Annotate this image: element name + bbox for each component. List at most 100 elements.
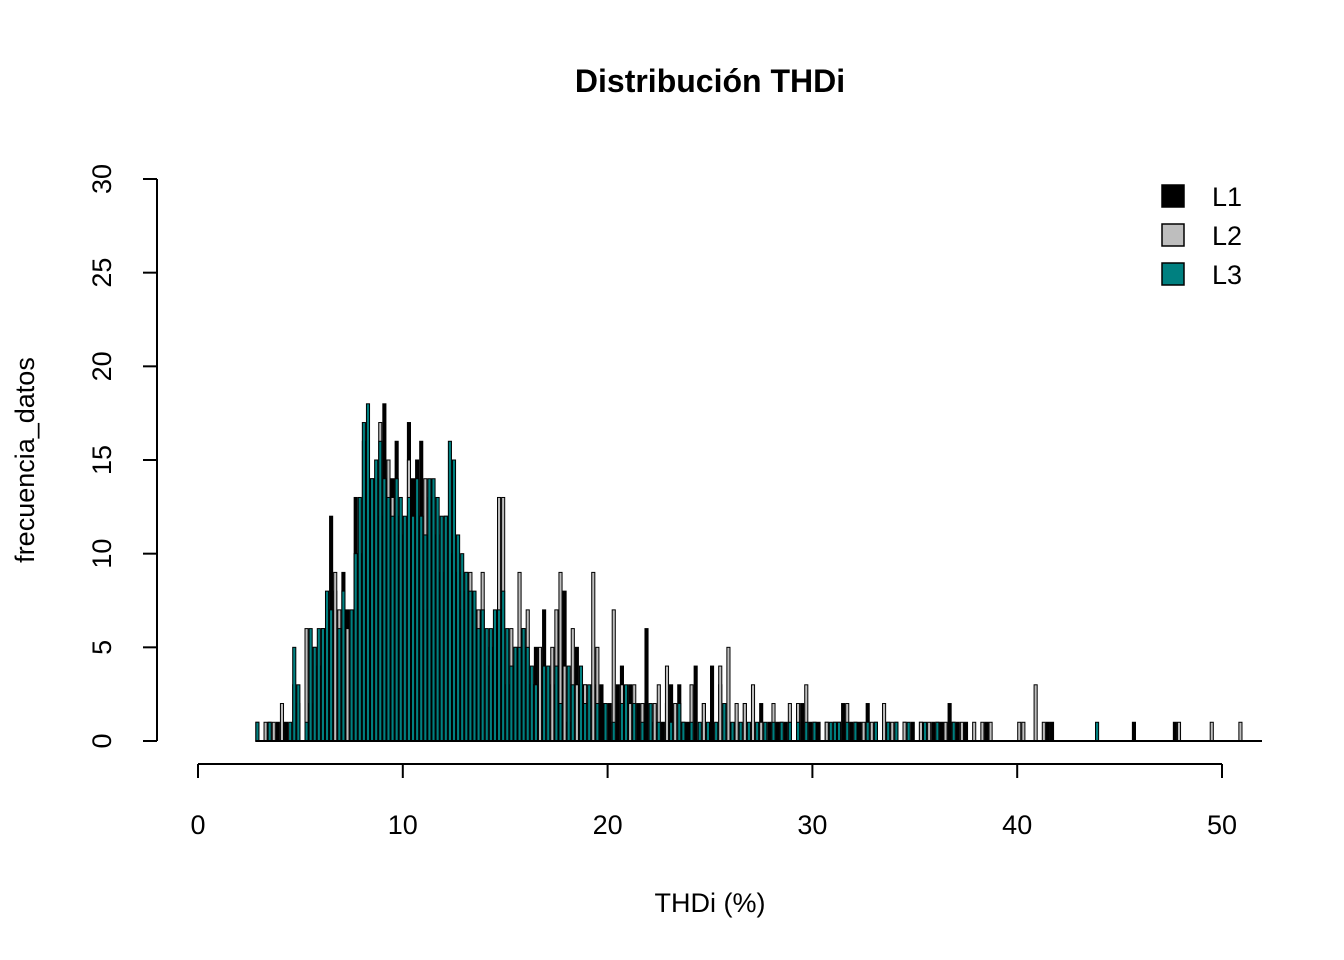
bar-l3-102 <box>853 721 858 742</box>
bar-l3-29 <box>406 496 411 742</box>
bar-l3-0 <box>255 721 260 742</box>
bar-l3-36 <box>435 496 440 742</box>
bar-l1-79 <box>849 721 854 742</box>
bars-group <box>255 403 1262 742</box>
bar-l3-43 <box>464 571 469 742</box>
bar-l2-93 <box>1041 721 1046 742</box>
bar-l3-65 <box>566 665 571 742</box>
bar-l3-56 <box>517 646 522 742</box>
bar-l3-26 <box>394 478 399 742</box>
bar-l1-91 <box>955 721 960 742</box>
bar-l3-71 <box>603 703 608 742</box>
bar-l2-50 <box>628 703 633 742</box>
bar-l1-73 <box>800 703 805 742</box>
bar-l3-58 <box>525 646 530 742</box>
bar-l2-77 <box>869 721 874 742</box>
bar-l3-14 <box>341 590 346 742</box>
bar-l2-94 <box>1176 721 1182 742</box>
bar-l3-88 <box>738 721 743 742</box>
bar-l3-9 <box>316 628 321 742</box>
bar-l1-86 <box>910 721 915 742</box>
y-tick-label: 20 <box>87 351 117 381</box>
bar-l1-92 <box>963 721 969 742</box>
x-axis-label: THDi (%) <box>655 888 766 918</box>
bar-l3-44 <box>468 590 473 742</box>
bar-l3-8 <box>312 646 317 742</box>
bar-l3-20 <box>370 478 375 742</box>
bar-l1-1 <box>275 721 280 742</box>
bar-l3-2 <box>267 721 272 742</box>
bar-l2-65 <box>759 721 764 742</box>
bar-l2-82 <box>927 721 932 742</box>
bar-l2-62 <box>734 703 739 742</box>
bar-l3-3 <box>288 721 293 742</box>
bar-l3-54 <box>509 665 514 742</box>
bar-l2-81 <box>918 721 924 742</box>
bar-l2-86 <box>959 721 964 742</box>
bar-l2-63 <box>742 703 747 742</box>
bar-l3-40 <box>451 459 457 742</box>
bar-l3-32 <box>419 515 424 742</box>
bar-l3-108 <box>922 721 928 742</box>
y-tick-label: 15 <box>87 445 117 475</box>
bar-l3-103 <box>865 721 870 742</box>
legend-swatch-l1 <box>1161 184 1185 208</box>
bar-l3-93 <box>779 721 784 742</box>
bar-l2-84 <box>943 721 948 742</box>
bar-l3-84 <box>705 721 711 742</box>
bar-l3-17 <box>357 496 362 742</box>
x-tick-label: 10 <box>388 810 418 840</box>
bar-l3-45 <box>472 590 477 742</box>
bar-l1-50 <box>615 684 620 742</box>
bar-l2-64 <box>750 684 756 742</box>
bar-l3-25 <box>390 515 395 742</box>
bar-l1-56 <box>660 721 665 742</box>
bar-l1-90 <box>947 703 952 742</box>
bar-l3-53 <box>505 628 510 742</box>
bar-l3-77 <box>648 703 653 742</box>
bar-l2-88 <box>980 721 985 742</box>
bar-l3-47 <box>480 609 485 742</box>
bar-l2-53 <box>652 703 657 742</box>
bar-l3-50 <box>492 609 498 742</box>
bar-l2-76 <box>861 721 866 742</box>
bar-l3-101 <box>845 721 850 742</box>
bar-l3-22 <box>378 440 383 742</box>
bar-l1-93 <box>984 721 989 742</box>
bar-l2-96 <box>1238 721 1243 742</box>
bar-l3-79 <box>669 721 674 742</box>
bar-l3-67 <box>578 665 584 742</box>
bar-l1-63 <box>710 665 715 742</box>
bar-l3-24 <box>386 496 391 742</box>
bar-l1-94 <box>1045 721 1050 742</box>
bar-l2-43 <box>574 684 579 742</box>
bar-l3-98 <box>828 721 833 742</box>
bar-l2-92 <box>1033 684 1038 742</box>
bar-l3-97 <box>812 721 817 742</box>
bar-l3-63 <box>554 665 559 742</box>
bar-l3-61 <box>542 665 547 742</box>
bar-l3-49 <box>488 628 493 742</box>
bar-l2-55 <box>664 665 670 742</box>
bar-l3-19 <box>365 403 371 742</box>
bar-l3-86 <box>722 703 727 742</box>
legend-label-l3: L3 <box>1212 260 1242 290</box>
bar-l3-89 <box>746 721 751 742</box>
bar-l3-85 <box>714 721 719 742</box>
bar-l3-21 <box>374 459 379 742</box>
bar-l2-79 <box>890 721 895 742</box>
bar-l2-87 <box>972 721 977 742</box>
bar-l3-87 <box>730 721 735 742</box>
bar-l2-78 <box>882 703 887 742</box>
bar-l2-56 <box>673 703 678 742</box>
bar-l2-90 <box>1017 721 1022 742</box>
bar-l3-73 <box>619 703 624 742</box>
bar-l3-6 <box>304 721 309 742</box>
bar-l3-92 <box>771 721 776 742</box>
bar-l1-88 <box>931 721 936 742</box>
bar-l3-81 <box>681 721 686 742</box>
bar-l3-94 <box>787 721 792 742</box>
bar-l3-55 <box>513 646 518 742</box>
bar-l3-105 <box>886 721 891 742</box>
bar-l3-13 <box>337 628 342 742</box>
